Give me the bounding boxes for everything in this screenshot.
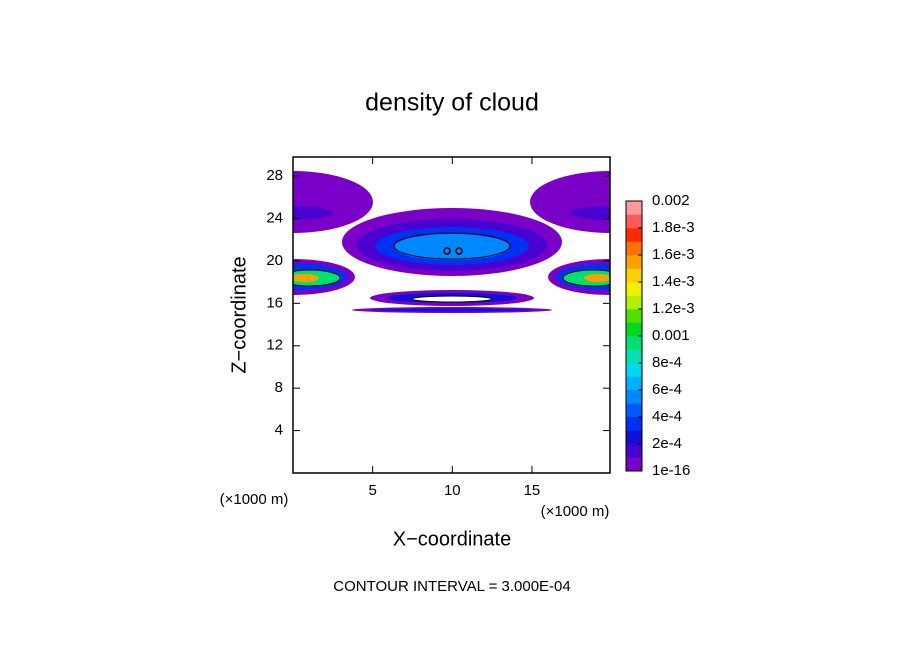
- x-axis-label: X−coordinate: [393, 528, 511, 550]
- contour-region: [570, 206, 610, 220]
- colorbar-band: [626, 403, 642, 418]
- contour-region: [293, 274, 319, 282]
- colorbar-band: [626, 376, 642, 391]
- colorbar-band: [626, 214, 642, 229]
- colorbar-tick-label: 1.2e-3: [652, 300, 695, 317]
- contour-field: [293, 171, 610, 313]
- colorbar-tick-label: 2e-4: [652, 435, 682, 452]
- y-tick-label: 4: [275, 422, 283, 439]
- colorbar-band: [626, 228, 642, 242]
- colorbar-tick-label: 6e-4: [652, 381, 682, 398]
- chart-title: density of cloud: [365, 89, 539, 117]
- y-tick-label: 20: [266, 252, 283, 269]
- contour-line: [393, 232, 511, 260]
- y-tick-label: 24: [266, 209, 283, 226]
- colorbar-band: [626, 309, 642, 323]
- colorbar-band: [626, 201, 642, 215]
- x-tick-label: 15: [524, 482, 541, 499]
- colorbar-band: [626, 390, 642, 404]
- contour-region: [394, 234, 510, 260]
- colorbar-band: [626, 241, 642, 256]
- contour-region: [584, 274, 610, 282]
- axis-unit: (×1000 m): [541, 503, 610, 520]
- contour-line: [443, 247, 451, 255]
- y-tick-label: 28: [266, 167, 283, 184]
- colorbar-band: [626, 295, 642, 310]
- colorbar-band: [626, 349, 642, 364]
- colorbar-tick-label: 0.002: [652, 192, 690, 209]
- colorbar-band: [626, 417, 642, 431]
- colorbar-tick-label: 0.001: [652, 327, 690, 344]
- colorbar-tick-label: 4e-4: [652, 408, 682, 425]
- colorbar-band: [626, 430, 642, 445]
- colorbar-band: [626, 255, 642, 269]
- contour-line: [411, 295, 493, 303]
- contour-line: [562, 269, 610, 287]
- contour-region: [293, 206, 333, 220]
- y-tick-label: 8: [275, 379, 283, 396]
- colorbar-band: [626, 268, 642, 283]
- y-axis-label: Z−coordinate: [228, 256, 250, 373]
- colorbar-band: [626, 322, 642, 337]
- x-tick-label: 5: [368, 482, 376, 499]
- contour-line: [293, 269, 341, 287]
- colorbar-tick-label: 1.6e-3: [652, 246, 695, 263]
- axis-unit: (×1000 m): [220, 491, 289, 508]
- colorbar-band: [626, 282, 642, 296]
- colorbar-tick-label: 1.4e-3: [652, 273, 695, 290]
- plot-frame: [292, 156, 611, 474]
- y-tick-label: 16: [266, 294, 283, 311]
- colorbar-tick-label: 1e-16: [652, 462, 690, 479]
- colorbar-band: [626, 336, 642, 350]
- colorbar-band: [626, 444, 642, 458]
- colorbar-band: [626, 363, 642, 377]
- colorbar-tick-label: 1.8e-3: [652, 219, 695, 236]
- footnote: CONTOUR INTERVAL = 3.000E-04: [333, 578, 570, 595]
- y-tick-label: 12: [266, 337, 283, 354]
- contour-line: [455, 247, 463, 255]
- contour-region: [372, 308, 532, 312]
- x-tick-label: 10: [444, 482, 461, 499]
- colorbar-band: [626, 457, 642, 472]
- colorbar-tick-label: 8e-4: [652, 354, 682, 371]
